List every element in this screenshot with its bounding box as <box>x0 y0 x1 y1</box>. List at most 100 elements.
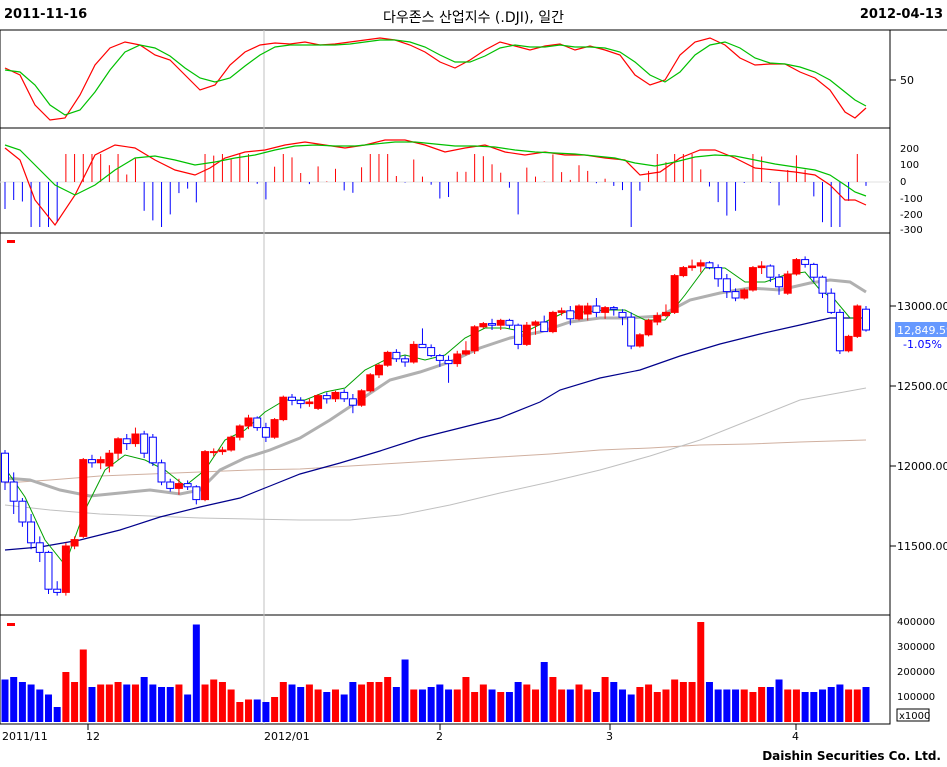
volume-bar <box>366 682 374 722</box>
volume-bar <box>323 692 331 722</box>
candle-body <box>583 305 592 315</box>
candle-body <box>209 451 218 454</box>
change-percent: -1.05% <box>903 338 942 351</box>
volume-bar <box>279 682 287 722</box>
macd-tick-minus300: -300 <box>900 225 923 236</box>
volume-bar <box>192 624 200 722</box>
volume-bar <box>88 687 96 722</box>
x-axis: 2011/11 12 2012/01 2 3 4 <box>2 724 799 743</box>
volume-bar <box>1 679 9 722</box>
candle-body <box>453 353 462 365</box>
volume-bar <box>732 689 740 722</box>
candle-body <box>296 399 305 405</box>
volume-bar <box>792 689 800 722</box>
volume-bar <box>758 687 766 722</box>
candle-body <box>435 355 444 361</box>
candle-body <box>688 265 697 269</box>
volume-bar <box>314 689 322 722</box>
price-tick-12500: 12500.00 <box>897 380 947 393</box>
candlesticks <box>1 256 870 596</box>
candle-body <box>192 486 201 501</box>
candle-body <box>348 398 357 406</box>
candle-body <box>322 395 331 400</box>
macd-tick-minus100: -100 <box>900 194 923 205</box>
volume-bar <box>105 684 113 722</box>
price-axis: 13000.00 12500.00 12000.00 11500.00 12,8… <box>890 300 947 553</box>
volume-bar <box>410 689 418 722</box>
volume-bar <box>340 694 348 722</box>
volume-bar <box>653 692 661 722</box>
candle-body <box>157 462 166 483</box>
volume-bar <box>62 672 70 722</box>
volume-bar <box>331 689 339 722</box>
candle-body <box>479 323 488 328</box>
vol-tick-200000: 200000 <box>897 667 935 678</box>
candle-body <box>557 310 566 313</box>
volume-bar <box>662 689 670 722</box>
volume-bar <box>401 659 409 722</box>
volume-bar <box>44 694 52 722</box>
volume-bar <box>723 689 731 722</box>
volume-bar <box>766 687 774 722</box>
volume-bar <box>705 682 713 722</box>
volume-bar <box>488 689 496 722</box>
volume-bar <box>184 694 192 722</box>
volume-bar <box>131 684 139 722</box>
candle-body <box>279 396 288 421</box>
current-price-box <box>895 322 947 337</box>
volume-bar <box>10 677 18 722</box>
volume-bar <box>679 682 687 722</box>
candle-body <box>783 273 792 294</box>
volume-bar <box>514 682 522 722</box>
candle-body <box>714 267 723 280</box>
volume-panel <box>0 614 891 725</box>
footer-company: Daishin Securities Co. Ltd. <box>762 749 941 763</box>
candle-body <box>609 307 618 310</box>
volume-bar <box>714 689 722 722</box>
stochastic-panel <box>0 29 891 129</box>
candle-body <box>531 321 540 326</box>
candle-body <box>853 305 862 337</box>
volume-bar <box>505 692 513 722</box>
candle-body <box>775 276 784 288</box>
candle-body <box>357 390 366 406</box>
candle-body <box>227 436 236 451</box>
stochastic-lines <box>4 37 867 121</box>
price-marker <box>7 240 15 243</box>
macd-panel <box>0 127 891 234</box>
volume-bar <box>236 702 244 722</box>
candle-body <box>114 438 123 454</box>
candle-body <box>288 396 296 401</box>
candle-body <box>575 305 583 320</box>
volume-bar <box>297 687 305 722</box>
volume-bar <box>749 692 757 722</box>
candle-body <box>218 449 227 453</box>
candle-body <box>766 265 775 278</box>
volume-bar <box>175 684 183 722</box>
volume-bar <box>827 687 835 722</box>
volume-bar <box>427 687 435 722</box>
volume-bar <box>18 682 26 722</box>
volume-bar <box>549 677 557 722</box>
volume-bar <box>166 687 174 722</box>
volume-bar <box>27 684 35 722</box>
volume-bar <box>566 689 574 722</box>
candle-body <box>627 316 636 347</box>
candle-body <box>461 350 470 355</box>
volume-bar <box>349 682 357 722</box>
candle-body <box>122 438 131 445</box>
candle-body <box>18 500 27 523</box>
volume-bar <box>201 684 209 722</box>
current-price: 12,849.59 <box>897 324 947 337</box>
candle-body <box>644 319 653 336</box>
volume-bar <box>784 689 792 722</box>
candle-body <box>748 267 757 291</box>
volume-bar <box>558 689 566 722</box>
macd-lines <box>0 139 890 227</box>
candle-body <box>488 323 497 326</box>
candle-body <box>183 483 192 488</box>
volume-bar <box>253 699 261 722</box>
volume-axis: 400000 300000 200000 100000 x1000 <box>896 617 935 722</box>
candle-body <box>374 364 383 376</box>
